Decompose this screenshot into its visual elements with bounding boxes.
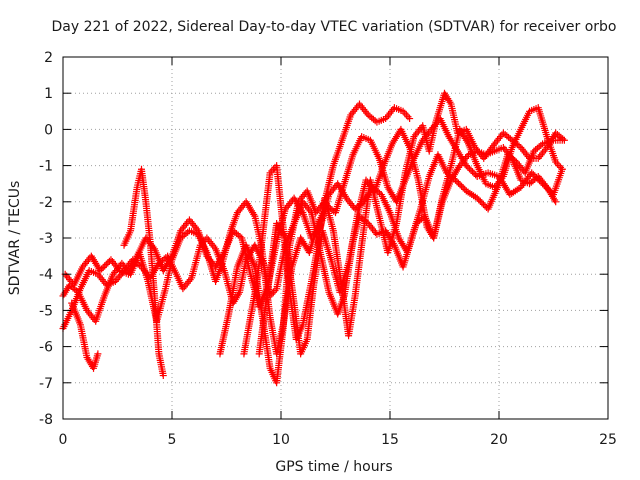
data-point	[558, 165, 566, 173]
y-tick-label: -8	[39, 412, 53, 428]
data-point	[479, 200, 487, 208]
series-s8	[61, 144, 560, 311]
y-tick-label: -2	[39, 195, 53, 211]
data-point	[552, 198, 560, 206]
data-point	[476, 197, 484, 205]
data-point	[469, 168, 477, 176]
x-tick-label: 25	[599, 432, 617, 448]
y-tick-label: -7	[39, 376, 53, 392]
data-point	[473, 194, 481, 202]
y-tick-label: -1	[39, 159, 53, 175]
data-point	[462, 162, 470, 170]
data-point	[99, 263, 107, 271]
data-point	[478, 199, 486, 207]
series-s4	[120, 165, 167, 380]
data-point	[481, 202, 489, 210]
x-tick-labels: 0 5 10 15 20 25	[59, 432, 617, 448]
y-tick-label: -6	[39, 340, 53, 356]
data-point	[102, 260, 110, 268]
data-points	[59, 89, 568, 387]
data-point	[528, 169, 536, 177]
x-tick-label: 0	[59, 432, 68, 448]
data-point	[560, 136, 568, 144]
x-axis-label: GPS time / hours	[275, 459, 392, 475]
y-tick-label: -5	[39, 303, 53, 319]
data-point	[467, 166, 475, 174]
data-point	[101, 262, 109, 270]
chart-title: Day 221 of 2022, Sidereal Day-to-day VTE…	[52, 19, 617, 35]
y-tick-label: 2	[44, 50, 53, 66]
x-tick-label: 20	[490, 432, 508, 448]
data-point	[159, 372, 167, 380]
x-tick-label: 5	[168, 432, 177, 448]
data-point	[94, 350, 102, 358]
data-point	[453, 178, 461, 186]
y-axis-label: SDTVAR / TECUs	[7, 181, 23, 296]
x-tick-label: 15	[381, 432, 399, 448]
axis-ticks	[62, 56, 609, 420]
y-tick-labels: -8 -7 -6 -5 -4 -3 -2 -1 0 1 2	[39, 50, 53, 428]
data-point	[455, 179, 463, 187]
data-point	[104, 259, 112, 267]
y-tick-label: 1	[44, 86, 53, 102]
y-tick-label: -4	[39, 267, 53, 283]
data-point	[470, 169, 478, 177]
data-point	[96, 267, 104, 275]
data-point	[465, 165, 473, 173]
y-tick-label: -3	[39, 231, 53, 247]
x-tick-label: 10	[272, 432, 290, 448]
series-s3	[68, 299, 102, 372]
data-point	[475, 196, 483, 204]
data-point	[458, 182, 466, 190]
y-tick-label: 0	[44, 122, 53, 138]
data-point	[456, 181, 464, 189]
data-point	[459, 184, 467, 192]
data-point	[464, 163, 472, 171]
data-point	[406, 115, 414, 123]
data-point	[529, 170, 537, 178]
data-point	[98, 265, 106, 273]
data-point	[472, 171, 480, 179]
